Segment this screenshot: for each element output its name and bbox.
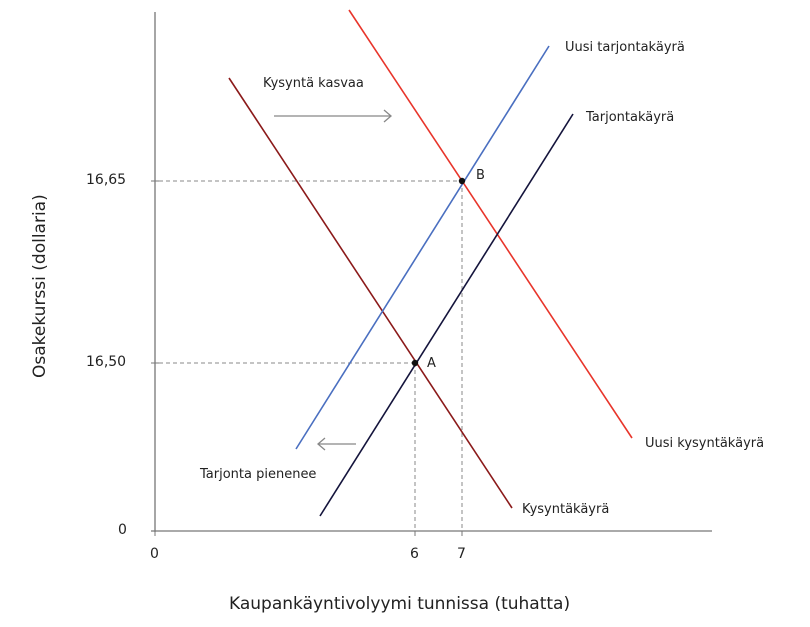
demand-shift-arrow <box>274 109 392 123</box>
supply-label: Tarjontakäyrä <box>586 110 675 125</box>
new-demand-curve <box>348 9 633 439</box>
demand-label: Kysyntäkäyrä <box>522 502 610 517</box>
demand-increase-label: Kysyntä kasvaa <box>263 76 364 91</box>
y-tick-16-50: 16,50 <box>86 354 127 370</box>
x-tick-6: 6 <box>410 546 419 562</box>
supply-curve <box>319 113 574 517</box>
new-demand-label: Uusi kysyntäkäyrä <box>645 436 765 451</box>
demand-curve <box>228 77 513 509</box>
x-tick-0: 0 <box>150 546 159 562</box>
guide-lines <box>159 180 463 531</box>
new-supply-curve <box>295 45 550 450</box>
y-tick-16-65: 16,65 <box>86 172 127 188</box>
point-b-marker <box>458 177 466 185</box>
point-a-marker <box>411 359 419 367</box>
supply-decrease-label: Tarjonta pienenee <box>200 467 317 482</box>
supply-shift-arrow <box>317 437 356 451</box>
new-supply-label: Uusi tarjontakäyrä <box>565 40 685 55</box>
point-b-label: B <box>476 168 485 183</box>
x-tick-7: 7 <box>457 546 466 562</box>
y-axis-title: Osakekurssi (dollaria) <box>30 194 50 378</box>
y-tick-0: 0 <box>118 522 127 538</box>
x-axis-title: Kaupankäyntivolyymi tunnissa (tuhatta) <box>229 594 571 614</box>
point-a-label: A <box>427 356 436 371</box>
